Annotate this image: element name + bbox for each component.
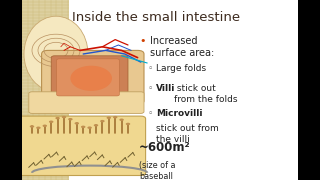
Text: stick out
from the folds: stick out from the folds	[174, 84, 237, 104]
Circle shape	[100, 120, 105, 122]
Circle shape	[113, 116, 117, 118]
FancyBboxPatch shape	[69, 0, 298, 180]
Text: Villi: Villi	[156, 84, 176, 93]
Circle shape	[119, 118, 124, 121]
Text: •: •	[139, 36, 146, 46]
Circle shape	[75, 122, 79, 125]
Text: ~600m²: ~600m²	[139, 141, 191, 154]
Text: Large folds: Large folds	[156, 64, 206, 73]
Text: ◦: ◦	[147, 64, 152, 73]
Ellipse shape	[70, 66, 112, 91]
FancyBboxPatch shape	[22, 0, 165, 180]
Text: Inside the small intestine: Inside the small intestine	[72, 11, 240, 24]
Ellipse shape	[24, 16, 88, 92]
FancyBboxPatch shape	[51, 56, 128, 99]
Circle shape	[30, 125, 34, 128]
Circle shape	[62, 116, 66, 118]
FancyBboxPatch shape	[0, 0, 22, 180]
Text: stick out from
the villi: stick out from the villi	[156, 124, 219, 144]
Circle shape	[107, 116, 111, 119]
Circle shape	[55, 117, 60, 119]
Text: ◦: ◦	[147, 109, 152, 118]
FancyBboxPatch shape	[29, 92, 144, 113]
Text: (size of a
baseball
diamond): (size of a baseball diamond)	[139, 161, 178, 180]
FancyBboxPatch shape	[42, 50, 144, 104]
Circle shape	[49, 121, 53, 123]
Circle shape	[43, 125, 47, 127]
FancyBboxPatch shape	[298, 0, 320, 180]
Circle shape	[87, 126, 92, 129]
Circle shape	[36, 127, 41, 129]
Circle shape	[81, 126, 85, 128]
Text: Increased
surface area:: Increased surface area:	[150, 36, 215, 58]
Text: Microvilli: Microvilli	[156, 109, 203, 118]
Circle shape	[94, 124, 98, 127]
FancyBboxPatch shape	[18, 116, 146, 176]
Text: ◦: ◦	[147, 84, 152, 93]
Circle shape	[126, 123, 130, 125]
Circle shape	[68, 118, 73, 120]
FancyBboxPatch shape	[57, 59, 119, 96]
